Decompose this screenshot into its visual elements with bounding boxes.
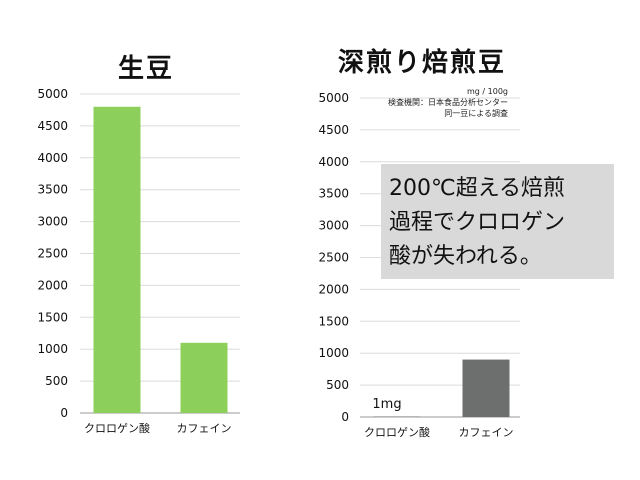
y-tick-label: 3500 [37, 183, 68, 197]
bar [373, 416, 421, 417]
unit-note-line: mg / 100g [467, 87, 508, 96]
chart-title-raw-beans: 生豆 [118, 54, 175, 84]
y-tick-label: 500 [326, 378, 349, 392]
y-tick-label: 5000 [37, 87, 68, 101]
y-tick-label: 4500 [318, 123, 349, 137]
y-tick-label: 2500 [318, 251, 349, 265]
bar-data-label: 1mg [372, 397, 401, 412]
callout-line: 200℃超える焙煎 [389, 176, 566, 201]
x-tick-label: クロロゲン酸 [84, 421, 150, 435]
y-tick-label: 0 [341, 410, 349, 424]
y-tick-label: 4500 [37, 119, 68, 133]
y-tick-label: 2000 [37, 278, 68, 292]
unit-note-line: 検査機関：日本食品分析センター [388, 98, 508, 107]
y-tick-label: 2000 [318, 282, 349, 296]
y-tick-label: 0 [60, 406, 68, 420]
callout-line: 酸が失われる。 [389, 244, 542, 269]
unit-note: mg / 100g 検査機関：日本食品分析センター 同一豆による調査 [360, 86, 508, 119]
x-tick-label: クロロゲン酸 [364, 425, 430, 439]
y-tick-label: 1500 [318, 314, 349, 328]
y-tick-label: 3000 [37, 215, 68, 229]
y-tick-label: 1500 [37, 310, 68, 324]
chart-title-roasted-beans: 深煎り焙煎豆 [338, 48, 507, 78]
y-tick-label: 2500 [37, 247, 68, 261]
callout-box: 200℃超える焙煎 過程でクロロゲン 酸が失われる。 [381, 164, 614, 279]
y-tick-label: 5000 [318, 91, 349, 105]
y-tick-label: 1000 [318, 346, 349, 360]
bar [462, 359, 510, 417]
y-tick-label: 1000 [37, 342, 68, 356]
bar [93, 106, 141, 413]
y-tick-label: 4000 [37, 151, 68, 165]
y-tick-label: 4000 [318, 155, 349, 169]
x-tick-label: カフェイン [177, 422, 232, 435]
y-tick-label: 3500 [318, 187, 349, 201]
unit-note-line: 同一豆による調査 [444, 109, 508, 118]
x-tick-label: カフェイン [459, 426, 514, 439]
y-tick-label: 3000 [318, 219, 349, 233]
bar [180, 342, 228, 413]
y-tick-label: 500 [45, 374, 68, 388]
callout-line: 過程でクロロゲン [389, 210, 566, 235]
